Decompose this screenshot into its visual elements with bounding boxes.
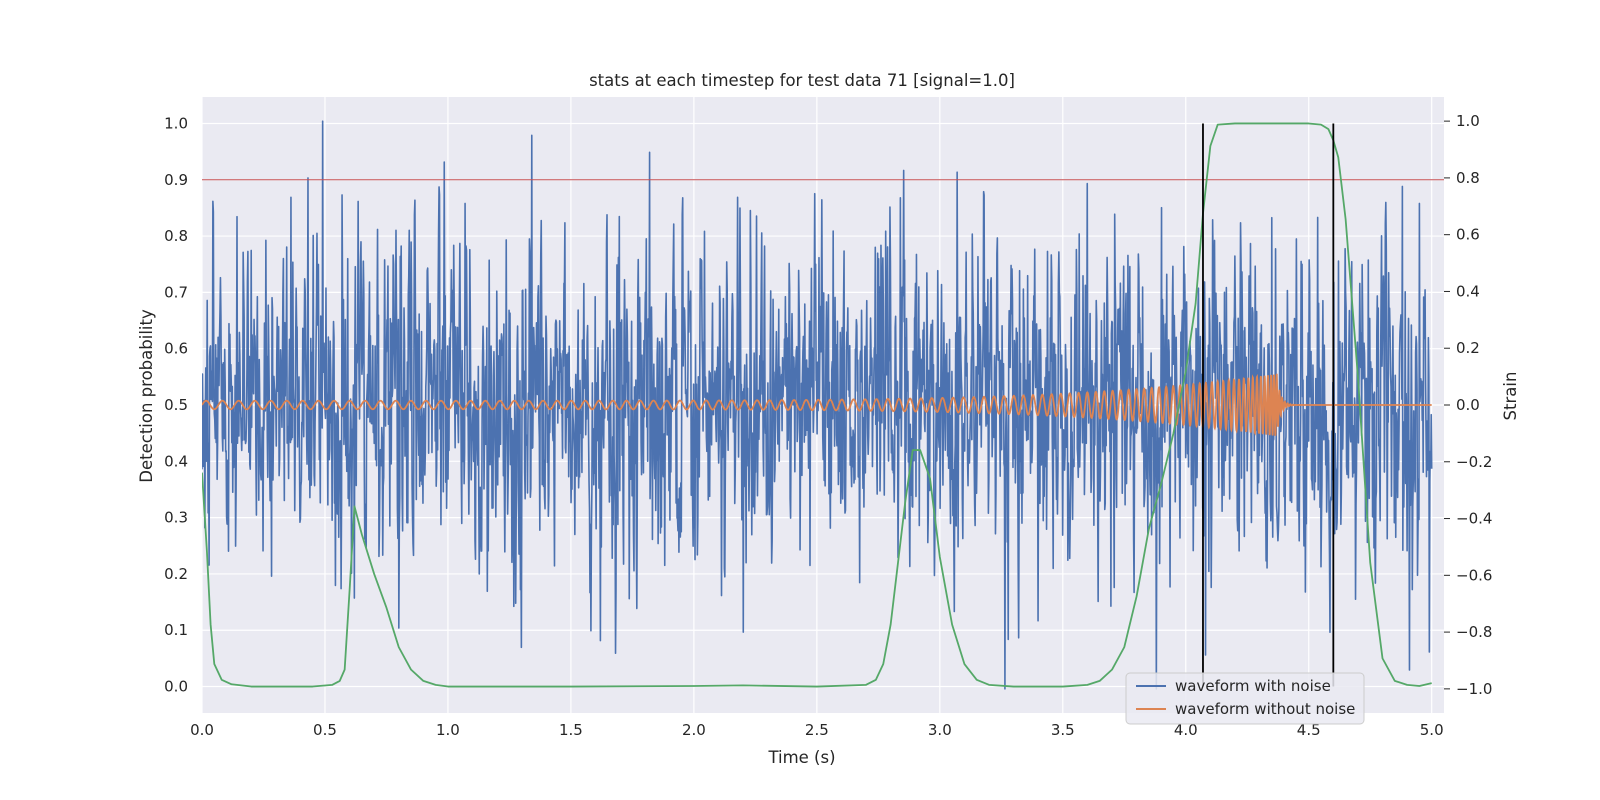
y-right-tick-label: 0.4 [1456,282,1480,300]
x-tick-label: 1.5 [559,721,583,739]
y-right-tick-label: 0.6 [1456,226,1480,244]
y-axis-ticks: 0.0 0.1 0.2 0.3 0.4 0.5 0.6 0.7 0.8 0.9 1.0 [164,114,188,695]
y-tick-label: 0.5 [164,396,188,414]
x-tick-label: 2.0 [682,721,706,739]
y-right-tick-label: −0.8 [1456,623,1492,641]
x-tick-label: 3.0 [928,721,952,739]
y-right-tick-label: −1.0 [1456,680,1492,698]
y-tick-label: 0.8 [164,227,188,245]
legend: waveform with noise waveform without noi… [1125,672,1365,725]
y-tick-label: 0.9 [164,171,188,189]
y-tick-label: 0.3 [164,509,188,527]
y-right-tick-label: −0.4 [1456,510,1492,528]
y-right-tick-label: 1.0 [1456,112,1480,130]
x-tick-label: 0.5 [313,721,337,739]
y-tick-label: 0.0 [164,678,188,696]
y-right-tick-label: −0.6 [1456,566,1492,584]
legend-label-noise: waveform with noise [1175,677,1331,695]
y-tick-label: 0.4 [164,452,188,470]
x-tick-label: 2.5 [805,721,829,739]
series-waveform-with-noise [202,120,1433,690]
y-axis-label: Detection probability [137,309,156,483]
series-waveform-without-noise [202,373,1432,436]
x-tick-label: 3.5 [1051,721,1075,739]
y-right-tick-label: 0.2 [1456,339,1480,357]
y-tick-label: 0.1 [164,621,188,639]
legend-label-clean: waveform without noise [1175,700,1355,718]
x-tick-label: 1.0 [436,721,460,739]
y-axis-right-ticks: −1.0 −0.8 −0.6 −0.4 −0.2 0.0 0.2 0.4 0.6 0.8 1.0 [1444,112,1492,698]
x-tick-label: 0.0 [190,721,214,739]
x-axis-ticks: 0.0 0.5 1.0 1.5 2.0 2.5 3.0 3.5 4.0 4.5 5.0 [190,721,1444,739]
y-tick-label: 0.7 [164,283,188,301]
y-tick-label: 1.0 [164,114,188,132]
y-right-tick-label: −0.2 [1456,453,1492,471]
x-tick-label: 4.5 [1297,721,1321,739]
series-detection-probability [202,122,1432,688]
chart-title: stats at each timestep for test data 71 … [589,71,1015,90]
y-right-tick-label: 0.0 [1456,396,1480,414]
legend-frame [1125,672,1365,725]
y-tick-label: 0.2 [164,565,188,583]
x-tick-label: 4.0 [1174,721,1198,739]
series-layer [202,120,1444,690]
x-tick-label: 5.0 [1420,721,1444,739]
x-axis-label: Time (s) [767,748,835,767]
y-right-tick-label: 0.8 [1456,169,1480,187]
y-axis-right-label: Strain [1501,372,1520,421]
y-tick-label: 0.6 [164,340,188,358]
